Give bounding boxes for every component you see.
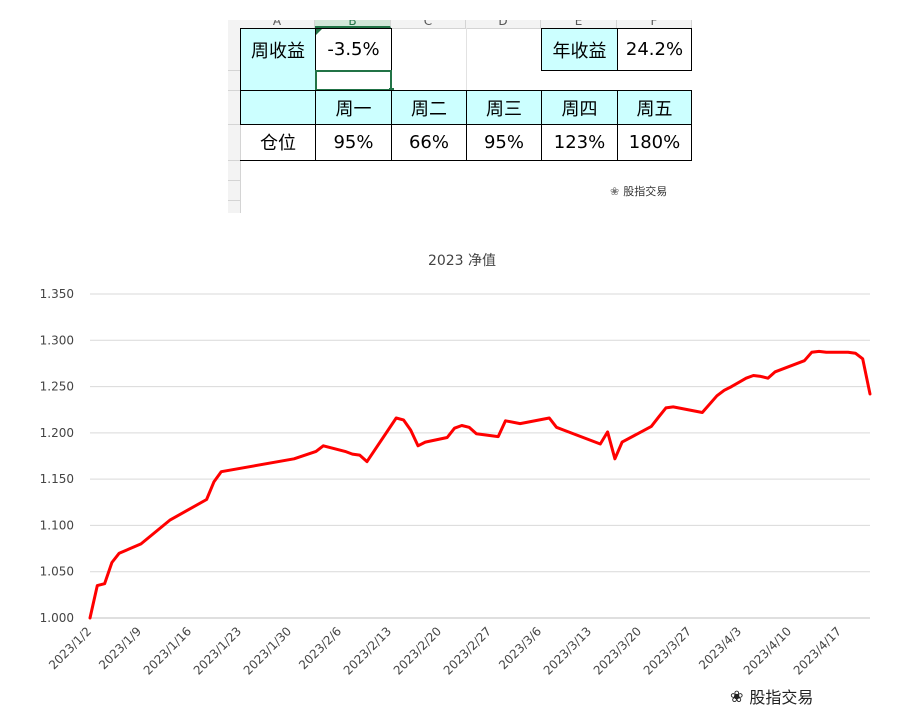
weekday-header[interactable]: 周五: [617, 90, 692, 125]
spreadsheet-snippet: A B C D E F 周收益 -3.5% 年收益 24.2% 周一 周二 周三…: [228, 20, 692, 213]
position-value[interactable]: 95%: [315, 124, 392, 161]
row-divider: [228, 200, 240, 201]
y-tick-label: 1.200: [40, 426, 74, 440]
y-tick-label: 1.150: [40, 472, 74, 486]
y-axis-labels: 1.000 1.050 1.100 1.150 1.200 1.250 1.300 1.350: [40, 287, 74, 625]
cell-comment-marker: [316, 29, 322, 35]
weekday-header[interactable]: 周三: [466, 90, 542, 125]
x-tick-label: 2023/4/17: [791, 624, 844, 677]
y-tick-label: 1.000: [40, 611, 74, 625]
x-tick-label: 2023/1/9: [96, 624, 144, 672]
nav-line-chart: 2023 净值 1.0001.0501.1001.1501.2001.2501.…: [40, 253, 872, 678]
x-tick-label: 2023/2/20: [391, 624, 444, 677]
weekday-header[interactable]: 周四: [541, 90, 618, 125]
position-value[interactable]: 123%: [541, 124, 618, 161]
x-tick-label: 2023/1/23: [191, 624, 244, 677]
row-divider: [228, 90, 240, 91]
gridline: [466, 28, 467, 90]
position-value[interactable]: 95%: [466, 124, 542, 161]
x-tick-label: 2023/2/27: [441, 624, 494, 677]
weekday-header[interactable]: 周二: [391, 90, 467, 125]
column-header-f[interactable]: F: [617, 20, 692, 28]
x-tick-label: 2023/1/16: [141, 624, 194, 677]
x-tick-label: 2023/3/6: [496, 624, 544, 672]
x-tick-label: 2023/1/30: [241, 624, 294, 677]
sheet-watermark: ❀ 股指交易: [610, 183, 667, 199]
x-tick-label: 2023/2/6: [296, 624, 344, 672]
row-divider: [228, 124, 240, 125]
y-tick-label: 1.300: [40, 333, 74, 347]
x-axis-labels: 2023/1/2 2023/1/92023/1/162023/1/232023/1…: [46, 624, 844, 677]
column-header-b[interactable]: B: [315, 20, 391, 28]
x-tick-label: 2023/3/20: [591, 624, 644, 677]
x-tick-label: 2023/4/3: [696, 624, 744, 672]
empty-cyan-cell[interactable]: [240, 70, 316, 90]
y-tick-label: 1.100: [40, 518, 74, 532]
year-return-value[interactable]: 24.2%: [617, 28, 692, 71]
x-tick-label: 2023/3/13: [541, 624, 594, 677]
sheet-watermark-text: 股指交易: [623, 185, 668, 198]
selected-cell[interactable]: [315, 70, 392, 91]
week-return-label[interactable]: 周收益: [240, 28, 316, 71]
series-layer: [88, 349, 872, 620]
chart-title: 2023 净值: [428, 253, 496, 269]
y-tick-label: 1.350: [40, 287, 74, 301]
weekday-header-blank[interactable]: [240, 90, 316, 125]
x-tick-label: 2023/3/27: [641, 624, 694, 677]
wechat-icon: ❀: [730, 686, 744, 706]
bottom-watermark: ❀ 股指交易: [730, 684, 813, 708]
row-divider: [228, 70, 240, 71]
position-value[interactable]: 180%: [617, 124, 692, 161]
weekday-header[interactable]: 周一: [315, 90, 392, 125]
nav-series-line: [88, 349, 872, 620]
year-return-label[interactable]: 年收益: [541, 28, 618, 71]
x-tick-label: 2023/2/13: [341, 624, 394, 677]
chart-gridlines: [90, 293, 870, 619]
wechat-icon: ❀: [610, 184, 620, 198]
row-divider: [228, 160, 240, 161]
x-tick-label: 2023/1/2: [46, 624, 94, 672]
position-label[interactable]: 仓位: [240, 124, 316, 161]
row-divider: [228, 180, 240, 181]
x-tick-label: 2023/4/10: [741, 624, 794, 677]
week-return-value[interactable]: -3.5%: [315, 28, 392, 71]
position-value[interactable]: 66%: [391, 124, 467, 161]
y-tick-label: 1.050: [40, 565, 74, 579]
column-header-e[interactable]: E: [541, 20, 617, 28]
column-header-c[interactable]: C: [391, 20, 466, 28]
column-header-d[interactable]: D: [466, 20, 541, 28]
y-tick-label: 1.250: [40, 380, 74, 394]
column-header-a[interactable]: A: [240, 20, 315, 28]
bottom-watermark-text: 股指交易: [749, 688, 814, 707]
